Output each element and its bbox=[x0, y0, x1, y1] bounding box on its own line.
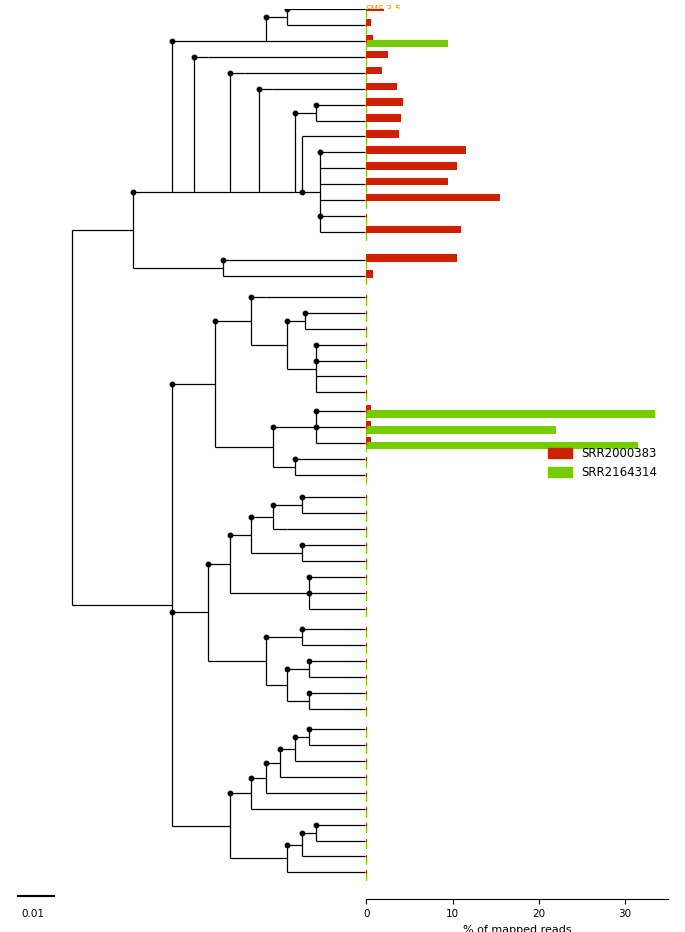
Text: K-12 W3110: K-12 W3110 bbox=[366, 836, 418, 845]
Bar bbox=[366, 3, 384, 10]
Bar bbox=[366, 162, 457, 170]
Text: P12b: P12b bbox=[366, 788, 388, 798]
Bar bbox=[366, 50, 388, 58]
Text: IHE3034: IHE3034 bbox=[366, 148, 402, 157]
Legend: SRR2000383, SRR2164314: SRR2000383, SRR2164314 bbox=[543, 443, 662, 484]
Text: SRR2164314: SRR2164314 bbox=[366, 455, 427, 463]
Text: HS: HS bbox=[366, 757, 377, 765]
Text: 0.01: 0.01 bbox=[21, 909, 45, 919]
Text: UMN026: UMN026 bbox=[366, 272, 403, 281]
Text: KO11FL: KO11FL bbox=[366, 525, 399, 533]
Text: O7 K1 CE10: O7 K1 CE10 bbox=[366, 36, 417, 46]
Text: S. sonnei 53G: S. sonnei 53G bbox=[366, 656, 425, 665]
Text: S. dysenteriae Sd197: S. dysenteriae Sd197 bbox=[366, 293, 458, 301]
Text: BL21 DE3: BL21 DE3 bbox=[366, 741, 408, 749]
Text: APEC_O1: APEC_O1 bbox=[366, 196, 405, 204]
Bar bbox=[366, 99, 403, 106]
Bar bbox=[366, 130, 399, 138]
Text: 55989: 55989 bbox=[366, 471, 393, 479]
Text: O104_H4_2009EL_2 050: O104_H4_2009EL_2 050 bbox=[366, 423, 471, 432]
Text: O139_H28_E24377A: O139_H28_E24377A bbox=[366, 541, 454, 550]
Text: K-12 MG1655: K-12 MG1655 bbox=[366, 820, 423, 829]
Text: O55 H7 RM12579: O55 H7 RM12579 bbox=[366, 308, 442, 318]
Bar bbox=[366, 410, 655, 418]
Text: IAI1: IAI1 bbox=[366, 493, 382, 501]
Text: UM146: UM146 bbox=[366, 180, 396, 188]
Bar bbox=[366, 146, 466, 154]
Text: O157 H7 EDL933: O157 H7 EDL933 bbox=[366, 356, 440, 365]
Text: B REL606: B REL606 bbox=[366, 725, 408, 733]
Text: SRR2000383: SRR2000383 bbox=[366, 212, 427, 221]
Text: S. flexneri 2a 301: S. flexneri 2a 301 bbox=[366, 705, 442, 713]
Text: 536: 536 bbox=[366, 132, 382, 141]
Bar bbox=[366, 421, 371, 429]
Text: S88: S88 bbox=[366, 227, 382, 237]
Text: O157 H7 TW14359: O157 H7 TW14359 bbox=[366, 388, 447, 397]
Text: ATCC_8739: ATCC_8739 bbox=[366, 773, 414, 782]
Text: O83 H1 NRG 857C: O83 H1 NRG 857C bbox=[366, 100, 445, 109]
Text: SMS-3-5: SMS-3-5 bbox=[366, 5, 401, 14]
Text: LF82: LF82 bbox=[366, 116, 386, 125]
Bar bbox=[366, 426, 556, 433]
Text: O157 H7 Sakai RIMD 0509952: O157 H7 Sakai RIMD 0509952 bbox=[366, 340, 496, 350]
Bar bbox=[366, 270, 373, 278]
Text: BW2952 K-12: BW2952 K-12 bbox=[366, 868, 423, 877]
Text: O104_H4_2009EL_2 071: O104_H4_2009EL_2 071 bbox=[366, 407, 471, 416]
Bar bbox=[366, 67, 382, 75]
Bar bbox=[366, 437, 371, 445]
Bar bbox=[366, 19, 371, 26]
Text: O157 H7 EC4115: O157 H7 EC4115 bbox=[366, 372, 440, 381]
Bar bbox=[366, 178, 448, 185]
Bar bbox=[366, 405, 371, 413]
Text: O26_H11_11368: O26_H11_11368 bbox=[366, 604, 437, 613]
Bar bbox=[366, 254, 457, 262]
Text: O103_H2_12009: O103_H2_12009 bbox=[366, 572, 437, 582]
Text: DH1: DH1 bbox=[366, 852, 384, 861]
Text: O111_H__11128: O111_H__11128 bbox=[366, 588, 436, 597]
Text: B7A: B7A bbox=[366, 556, 383, 566]
Text: 042: 042 bbox=[366, 256, 382, 265]
Text: ABU 83972: ABU 83972 bbox=[366, 84, 414, 93]
Text: IAI39: IAI39 bbox=[366, 21, 388, 30]
Text: SE15: SE15 bbox=[366, 68, 388, 77]
Text: S. boydii CDC 3083 94 BS512: S. boydii CDC 3083 94 BS512 bbox=[366, 640, 493, 650]
Bar bbox=[366, 115, 401, 122]
Text: UTI89: UTI89 bbox=[366, 164, 390, 172]
Text: S. flexneri 2a 2457T: S. flexneri 2a 2457T bbox=[366, 688, 453, 697]
Text: S. boydii Sb227: S. boydii Sb227 bbox=[366, 624, 433, 634]
Bar bbox=[366, 83, 397, 90]
Bar bbox=[366, 226, 461, 233]
Text: ETEC_H10407: ETEC_H10407 bbox=[366, 804, 426, 814]
Text: SE11: SE11 bbox=[366, 509, 388, 517]
Text: O104_H4_2011C_34 93: O104_H4_2011C_34 93 bbox=[366, 439, 466, 447]
Bar bbox=[366, 40, 448, 48]
Text: S. sonnei Ss046: S. sonnei Ss046 bbox=[366, 672, 434, 681]
X-axis label: % of mapped reads: % of mapped reads bbox=[463, 925, 571, 932]
Bar bbox=[366, 194, 500, 201]
Text: O127 H6 E2348/69: O127 H6 E2348/69 bbox=[366, 52, 448, 62]
Bar bbox=[366, 442, 638, 449]
Bar bbox=[366, 34, 373, 42]
Text: O55 H7 CB9615: O55 H7 CB9615 bbox=[366, 324, 435, 334]
